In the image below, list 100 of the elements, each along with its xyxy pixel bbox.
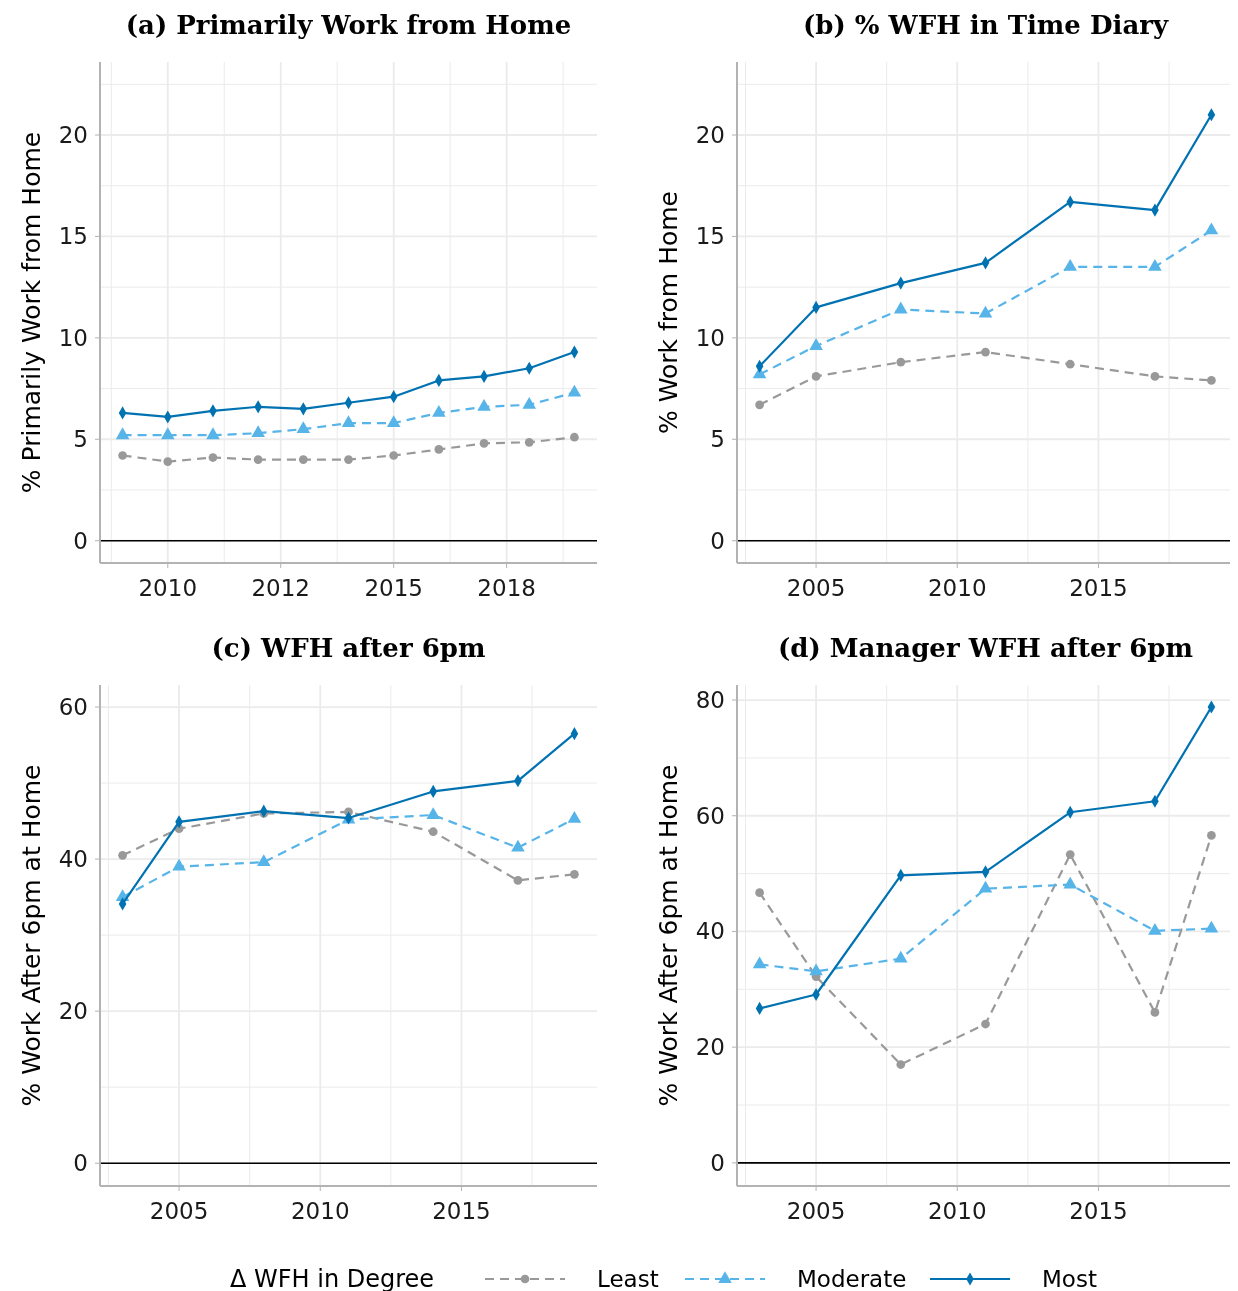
point (1063, 876, 1078, 889)
x-tick-label: 2018 (477, 575, 536, 601)
point (208, 453, 218, 462)
y-tick-label: 0 (710, 1149, 725, 1176)
point (172, 858, 186, 871)
y-tick-label: 10 (695, 324, 725, 351)
point (434, 445, 444, 454)
point (477, 398, 491, 411)
x-tick-label: 2005 (149, 1198, 209, 1224)
y-tick-label: 5 (710, 426, 725, 453)
y-tick-label: 20 (695, 1034, 725, 1061)
y-tick-label: 60 (695, 802, 725, 829)
y-tick-label: 40 (58, 846, 88, 873)
point (118, 451, 127, 460)
point (896, 357, 906, 367)
y-tick-label: 20 (58, 122, 88, 149)
x-tick-label: 2005 (786, 1198, 846, 1224)
point (1065, 850, 1075, 859)
point (1065, 359, 1075, 369)
y-axis-title: % Work After 6pm at Home (654, 764, 683, 1107)
point (1063, 259, 1078, 271)
point (1207, 376, 1216, 385)
chart-title: (b) % WFH in Time Diary (802, 10, 1169, 40)
y-tick-label: 15 (695, 223, 725, 250)
point (755, 400, 764, 410)
x-tick-label: 2015 (1069, 575, 1128, 601)
y-tick-label: 10 (58, 324, 88, 351)
x-tick-label: 2015 (1069, 1198, 1128, 1224)
point (811, 372, 821, 381)
point (341, 415, 356, 427)
x-tick-label: 2005 (786, 575, 846, 601)
y-axis-title: % Work After 6pm at Home (17, 764, 46, 1107)
point (432, 405, 446, 417)
point (206, 427, 220, 440)
point (570, 869, 579, 879)
y-tick-label: 0 (73, 527, 88, 554)
point (524, 437, 534, 447)
point (163, 457, 173, 466)
point (253, 455, 263, 464)
point (296, 421, 311, 434)
point (479, 438, 489, 448)
point (1204, 920, 1219, 933)
point (1207, 831, 1216, 840)
point (389, 451, 399, 460)
x-tick-label: 2015 (432, 1198, 491, 1224)
point (978, 880, 993, 893)
point (426, 807, 441, 819)
point (1150, 1008, 1160, 1017)
chart-title: (a) Primarily Work from Home (125, 10, 572, 40)
x-tick-label: 2012 (251, 575, 310, 601)
point (344, 455, 353, 464)
point (752, 956, 767, 969)
x-tick-label: 2015 (364, 575, 423, 601)
point (118, 850, 127, 860)
legend-label: Least (597, 1266, 659, 1291)
y-axis-title: % Work from Home (654, 191, 683, 434)
x-tick-label: 2010 (927, 575, 987, 601)
y-tick-label: 0 (73, 1150, 88, 1177)
point (567, 384, 582, 397)
y-tick-label: 60 (58, 694, 88, 721)
point (1150, 372, 1160, 381)
point (1204, 222, 1219, 235)
point (896, 1060, 906, 1069)
point (978, 305, 993, 318)
point (893, 950, 908, 963)
y-tick-label: 5 (73, 426, 88, 453)
point (428, 827, 438, 837)
point (511, 839, 525, 852)
point (251, 425, 265, 438)
point (981, 347, 990, 357)
legend-label: Moderate (797, 1266, 907, 1291)
point (567, 810, 582, 823)
point (570, 432, 579, 442)
point (809, 338, 823, 350)
point (298, 455, 308, 464)
y-tick-label: 20 (695, 122, 725, 149)
point (1148, 259, 1162, 271)
point (256, 854, 271, 867)
y-tick-label: 15 (58, 223, 88, 250)
point (1148, 923, 1162, 935)
y-tick-label: 80 (695, 687, 725, 714)
point (160, 427, 175, 440)
legend-label: Most (1042, 1266, 1097, 1291)
x-tick-label: 2010 (290, 1198, 350, 1224)
point (755, 888, 764, 898)
point (809, 963, 823, 976)
point (115, 427, 130, 440)
y-tick-label: 0 (710, 527, 725, 554)
point (522, 396, 537, 409)
chart-title: (c) WFH after 6pm (211, 633, 486, 663)
y-tick-label: 40 (695, 918, 725, 945)
y-axis-title: % Primarily Work from Home (17, 131, 46, 494)
point (893, 301, 908, 314)
chart-title: (d) Manager WFH after 6pm (777, 633, 1194, 663)
point (981, 1019, 990, 1029)
x-tick-label: 2010 (138, 575, 198, 601)
point (386, 415, 401, 427)
point (513, 876, 523, 885)
y-tick-label: 20 (58, 998, 88, 1025)
x-tick-label: 2010 (927, 1198, 987, 1224)
